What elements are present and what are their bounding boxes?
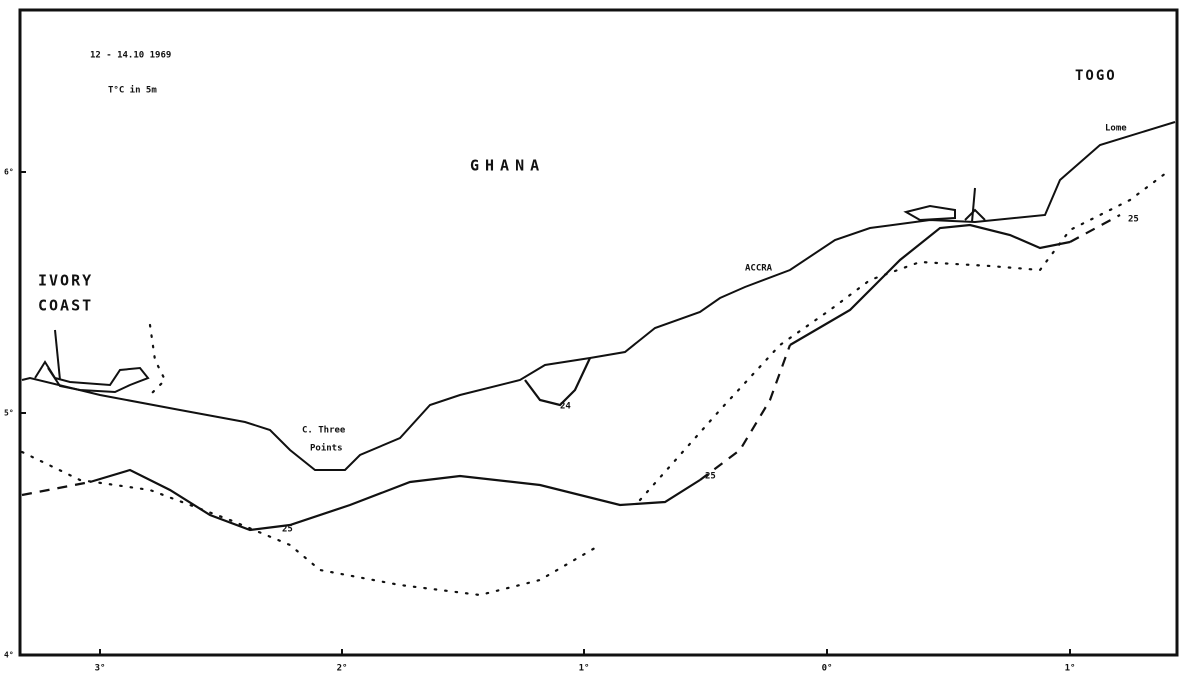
frame xyxy=(18,8,1179,657)
y-tick-label: 5° xyxy=(4,409,14,418)
y-tick-label: 6° xyxy=(4,168,14,177)
isotherm xyxy=(21,480,91,497)
lagoon xyxy=(903,204,956,222)
lagoon xyxy=(964,208,986,221)
isotherm-label: 25 xyxy=(1128,215,1139,225)
place-label: C. Three xyxy=(302,426,346,436)
x-tick-label: 0° xyxy=(822,664,833,674)
isotherm xyxy=(148,323,167,397)
place-label: COAST xyxy=(38,297,93,315)
isotherm xyxy=(638,168,1172,502)
isotherm xyxy=(789,223,1071,346)
lagoon xyxy=(34,360,150,394)
isotherm xyxy=(89,468,701,532)
x-tick-label: 3° xyxy=(95,664,106,674)
place-label: ACCRA xyxy=(745,264,773,274)
coastline xyxy=(21,121,1176,471)
annotation: T°C in 5m xyxy=(108,85,157,96)
isotherm xyxy=(20,450,602,597)
x-tick-label: 1° xyxy=(579,664,590,674)
place-label: GHANA xyxy=(470,157,545,175)
x-tick-label: 2° xyxy=(337,664,348,674)
place-label: Lome xyxy=(1105,124,1127,134)
isotherm xyxy=(699,344,792,481)
isotherm-label: 25 xyxy=(705,472,716,482)
x-tick-label: 1° xyxy=(1065,664,1076,674)
isotherm-label: 24 xyxy=(560,402,571,412)
river xyxy=(971,187,976,223)
y-tick-label: 4° xyxy=(4,651,14,660)
isotherm xyxy=(524,357,591,407)
river xyxy=(54,329,61,381)
place-label: TOGO xyxy=(1075,68,1117,84)
isotherm xyxy=(1069,214,1121,243)
isotherm-label: 25 xyxy=(282,525,293,535)
place-label: Points xyxy=(310,443,343,454)
annotation: 12 - 14.10 1969 xyxy=(90,51,171,61)
place-label: IVORY xyxy=(38,272,93,290)
